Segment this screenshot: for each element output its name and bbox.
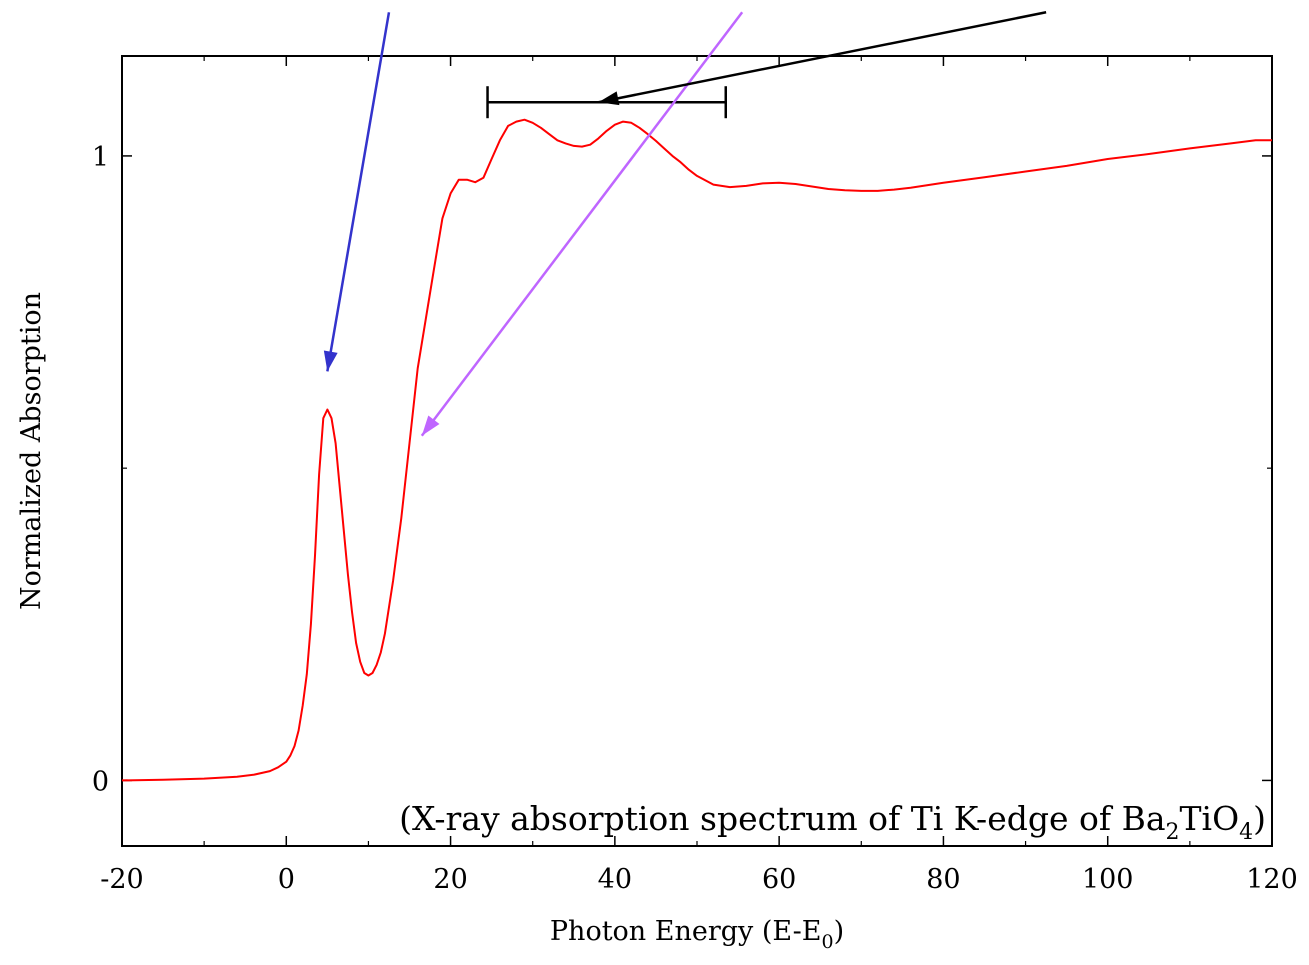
y-axis-label: Normalized Absorption <box>16 292 47 610</box>
annotation-arrow-head <box>323 350 338 372</box>
x-tick-label: -20 <box>100 864 143 895</box>
annotation-arrow-shaft <box>326 12 391 372</box>
annotation-arrow-head <box>598 91 620 106</box>
x-tick-label: 20 <box>433 864 467 895</box>
x-tick-label: 40 <box>598 864 632 895</box>
annotation-arrow-shaft <box>598 11 1047 104</box>
x-axis-label: Photon Energy (E-E0) <box>550 916 844 953</box>
plot-frame <box>121 55 1273 847</box>
x-tick-label: 0 <box>278 864 295 895</box>
annotation-arrow-head <box>421 415 440 436</box>
y-tick-label: 0 <box>92 766 109 797</box>
absorption-series-line <box>121 118 1272 782</box>
x-tick-label: 120 <box>1246 864 1298 895</box>
x-tick-label: 100 <box>1082 864 1134 895</box>
annotation-arrow-shaft <box>420 11 744 437</box>
y-tick-label: 1 <box>92 142 109 173</box>
spectrum-annotation: (X-ray absorption spectrum of Ti K-edge … <box>399 799 1266 845</box>
x-tick-label: 80 <box>926 864 960 895</box>
x-tick-label: 60 <box>762 864 796 895</box>
